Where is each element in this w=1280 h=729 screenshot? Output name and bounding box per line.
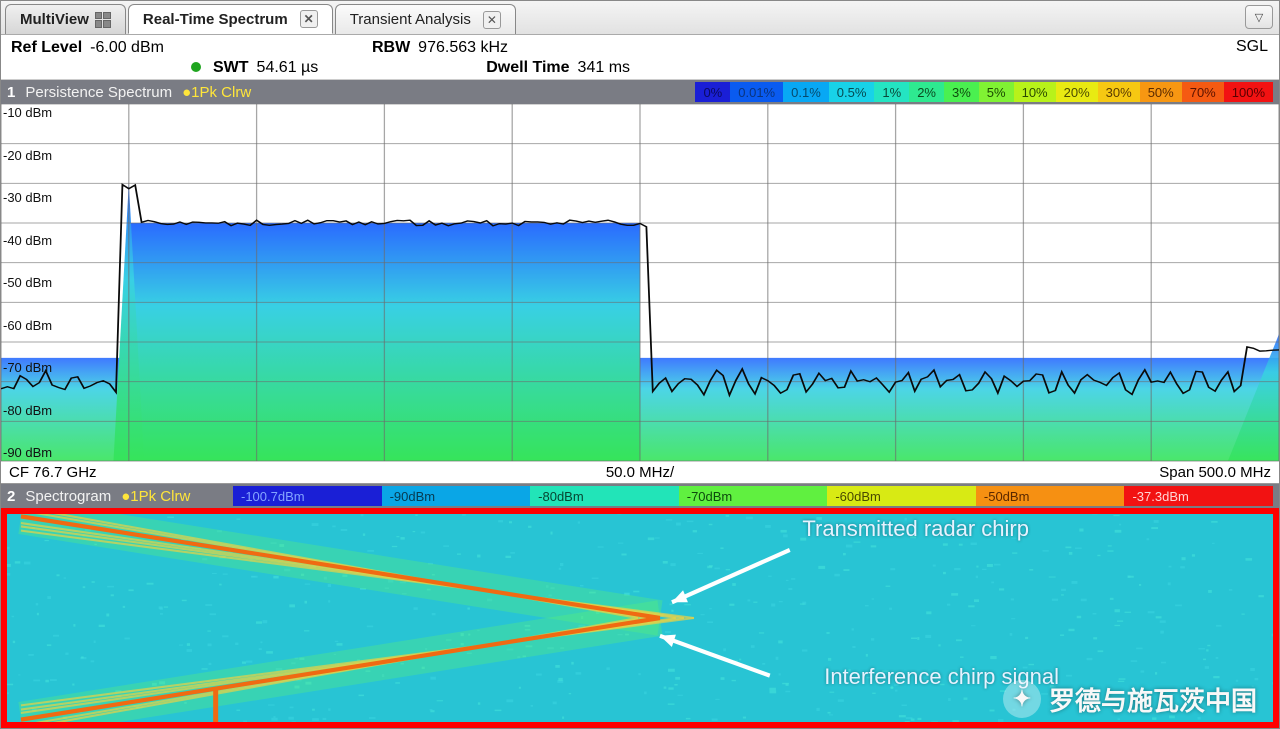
spectrum-status: CF 76.7 GHz 50.0 MHz/ Span 500.0 MHz — [1, 461, 1279, 483]
status-span-per-div: 50.0 MHz/ — [606, 464, 674, 481]
persistence-spectrum-plot[interactable]: -10 dBm-20 dBm-30 dBm-40 dBm-50 dBm-60 d… — [1, 104, 1279, 484]
wechat-icon: ✦ — [1003, 680, 1041, 718]
tab-overflow-button[interactable]: ▽ — [1245, 5, 1273, 29]
grid-icon — [95, 12, 111, 28]
tab-close-icon[interactable]: ✕ — [300, 10, 318, 28]
pane-index: 1 — [7, 84, 15, 101]
status-dot-icon — [191, 62, 201, 72]
color-scale: -100.7dBm-90dBm-80dBm-70dBm-60dBm-50dBm-… — [233, 486, 1273, 506]
pane-index: 2 — [7, 488, 15, 505]
tab-close-icon[interactable]: ✕ — [483, 11, 501, 29]
trace-label: ●1Pk Clrw — [182, 84, 251, 101]
annotation-radar-chirp: Transmitted radar chirp — [802, 516, 1029, 542]
rbw-label: RBW — [372, 39, 410, 57]
spectrum-svg — [1, 104, 1279, 461]
trace-label: ●1Pk Clrw — [121, 488, 190, 505]
swt-label: SWT — [213, 59, 249, 77]
swt-value: 54.61 µs — [257, 59, 319, 77]
chevron-down-icon: ▽ — [1255, 11, 1263, 24]
multiview-button[interactable]: MultiView — [5, 4, 126, 34]
tab-transient-analysis[interactable]: Transient Analysis ✕ — [335, 4, 516, 34]
pane-title: Spectrogram — [25, 488, 111, 505]
dwell-label: Dwell Time — [486, 59, 569, 77]
rbw-value: 976.563 kHz — [418, 39, 508, 57]
watermark-text: 罗德与施瓦茨中国 — [1049, 681, 1257, 718]
ref-level-label: Ref Level — [11, 39, 82, 57]
pane2-titlebar: 2 Spectrogram ●1Pk Clrw -100.7dBm-90dBm-… — [1, 484, 1279, 508]
tab-realtime-spectrum[interactable]: Real-Time Spectrum ✕ — [128, 4, 333, 34]
plot-area — [1, 104, 1279, 461]
tab-label: Transient Analysis — [350, 11, 471, 28]
watermark: ✦ 罗德与施瓦茨中国 — [1003, 680, 1257, 718]
pane-title: Persistence Spectrum — [25, 84, 172, 101]
app-root: MultiView Real-Time Spectrum ✕ Transient… — [0, 0, 1280, 729]
dwell-value: 341 ms — [578, 59, 630, 77]
sgl-indicator: SGL — [1236, 38, 1268, 56]
tab-strip: MultiView Real-Time Spectrum ✕ Transient… — [1, 1, 1279, 35]
color-scale: 0%0.01%0.1%0.5%1%2%3%5%10%20%30%50%70%10… — [695, 82, 1273, 102]
info-bar: Ref Level -6.00 dBm RBW 976.563 kHz SWT … — [1, 35, 1279, 80]
status-cf: CF 76.7 GHz — [9, 464, 97, 481]
tab-label: Real-Time Spectrum — [143, 11, 288, 28]
spectrogram-plot[interactable]: Transmitted radar chirp Interference chi… — [1, 508, 1279, 728]
y-axis-labels: -10 dBm-20 dBm-30 dBm-40 dBm-50 dBm-60 d… — [1, 104, 59, 461]
ref-level-value: -6.00 dBm — [90, 39, 164, 57]
status-span: Span 500.0 MHz — [1159, 464, 1271, 481]
multiview-label: MultiView — [20, 11, 89, 28]
pane1-titlebar: 1 Persistence Spectrum ●1Pk Clrw 0%0.01%… — [1, 80, 1279, 104]
